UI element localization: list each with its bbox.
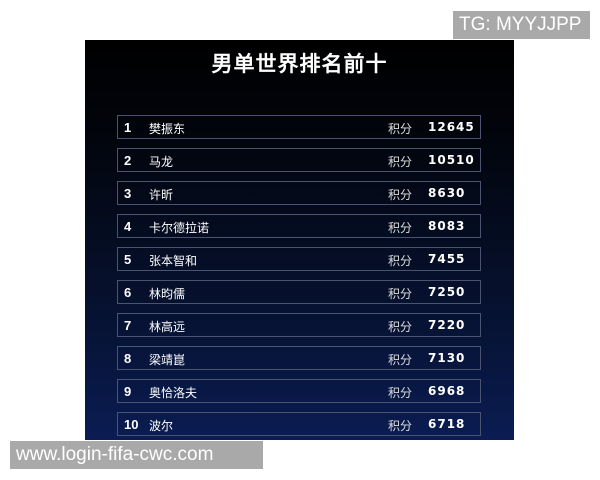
points-label: 积分 <box>388 254 413 268</box>
watermark-top: TG: MYYJJPP <box>453 11 590 39</box>
points-label: 积分 <box>388 155 413 169</box>
player-name: 梁靖崑 <box>149 353 186 367</box>
ranking-row: 5 张本智和 积分 7455 <box>117 247 481 271</box>
player-name: 樊振东 <box>149 122 186 136</box>
points-label: 积分 <box>388 320 413 334</box>
rank: 8 <box>124 351 132 366</box>
ranking-row: 8 梁靖崑 积分 7130 <box>117 346 481 370</box>
points-value: 12645 <box>428 120 475 134</box>
ranking-row: 3 许昕 积分 8630 <box>117 181 481 205</box>
points-label: 积分 <box>388 419 413 433</box>
rank: 1 <box>124 120 132 135</box>
rank: 10 <box>124 417 139 432</box>
player-name: 奥恰洛夫 <box>149 386 198 400</box>
player-name: 林高远 <box>149 320 186 334</box>
points-label: 积分 <box>388 221 413 235</box>
rank: 9 <box>124 384 132 399</box>
ranking-row: 7 林高远 积分 7220 <box>117 313 481 337</box>
points-value: 8630 <box>428 186 466 200</box>
watermark-bottom: www.login-fifa-cwc.com <box>10 441 263 469</box>
points-value: 8083 <box>428 219 466 233</box>
points-value: 6718 <box>428 417 466 431</box>
points-label: 积分 <box>388 122 413 136</box>
points-value: 10510 <box>428 153 475 167</box>
rank: 4 <box>124 219 132 234</box>
player-name: 马龙 <box>149 155 174 169</box>
rank: 3 <box>124 186 132 201</box>
points-label: 积分 <box>388 386 413 400</box>
rank: 5 <box>124 252 132 267</box>
points-value: 7220 <box>428 318 466 332</box>
player-name: 卡尔德拉诺 <box>149 221 210 235</box>
poster-title: 男单世界排名前十 <box>211 52 388 76</box>
points-label: 积分 <box>388 287 413 301</box>
rank: 2 <box>124 153 132 168</box>
ranking-row: 10 波尔 积分 6718 <box>117 412 481 436</box>
player-name: 林昀儒 <box>149 287 186 301</box>
points-value: 6968 <box>428 384 466 398</box>
points-value: 7455 <box>428 252 466 266</box>
points-label: 积分 <box>388 188 413 202</box>
points-value: 7130 <box>428 351 466 365</box>
rank: 7 <box>124 318 132 333</box>
points-label: 积分 <box>388 353 413 367</box>
player-name: 波尔 <box>149 419 174 433</box>
ranking-row: 1 樊振东 积分 12645 <box>117 115 481 139</box>
player-name: 张本智和 <box>149 254 198 268</box>
ranking-row: 4 卡尔德拉诺 积分 8083 <box>117 214 481 238</box>
ranking-row: 2 马龙 积分 10510 <box>117 148 481 172</box>
ranking-poster: 男单世界排名前十 1 樊振东 积分 12645 2 马龙 积分 10510 3 许昕 积分 8630 4… <box>85 40 514 440</box>
points-value: 7250 <box>428 285 466 299</box>
player-name: 许昕 <box>149 188 174 202</box>
rank: 6 <box>124 285 132 300</box>
ranking-row: 6 林昀儒 积分 7250 <box>117 280 481 304</box>
ranking-row: 9 奥恰洛夫 积分 6968 <box>117 379 481 403</box>
